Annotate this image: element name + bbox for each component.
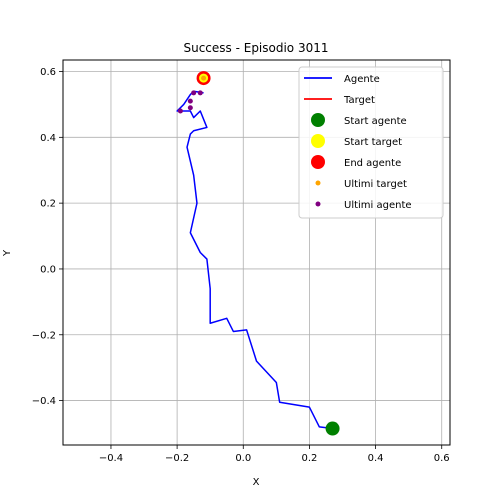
y-tick-label: 0.0 <box>40 264 56 275</box>
x-tick-label: 0.0 <box>235 453 251 464</box>
plot-data <box>176 71 340 436</box>
x-tick-label: −0.4 <box>99 453 123 464</box>
x-axis-label: X <box>253 477 260 488</box>
x-tick-label: −0.2 <box>165 453 189 464</box>
last-agent-point <box>191 90 197 96</box>
legend: Agente Target Start agente Start target End … <box>298 66 444 219</box>
start-agent-marker <box>325 421 340 436</box>
legend-label-ultimi-target: Ultimi target <box>344 179 407 190</box>
x-tick-label: 0.6 <box>434 453 450 464</box>
legend-label-start-agente: Start agente <box>344 116 407 127</box>
last-agent-point <box>197 90 203 96</box>
y-axis-label: Y <box>2 249 13 257</box>
plot-frame <box>62 59 451 446</box>
legend-label-start-target: Start target <box>344 137 402 148</box>
y-tick-label: −0.2 <box>32 330 56 341</box>
legend-label-ultimi-agente: Ultimi agente <box>344 200 412 211</box>
legend-handle-start-agente <box>311 113 325 127</box>
legend-handle-ultimi-agente <box>315 201 321 207</box>
last-agent-point <box>187 105 193 111</box>
last-agent-point <box>177 108 183 114</box>
x-tick-label: 0.4 <box>368 453 384 464</box>
last-target-point <box>201 75 207 81</box>
legend-label-agente: Agente <box>344 74 380 85</box>
y-tick-label: 0.2 <box>40 199 56 210</box>
legend-box <box>298 66 444 219</box>
chart-title: Success - Episodio 3011 <box>183 41 328 55</box>
legend-handle-end-agente <box>311 155 325 169</box>
last-agent-point <box>187 98 193 104</box>
agent-path <box>176 90 333 430</box>
legend-label-end-agente: End agente <box>344 158 401 169</box>
ticks: −0.4 −0.2 0.0 0.2 0.4 0.6 −0.4 −0.2 0.0 0.2 0.4 0.6 <box>32 67 450 464</box>
legend-handle-ultimi-target <box>315 180 321 186</box>
y-tick-label: 0.4 <box>40 133 56 144</box>
x-tick-label: 0.2 <box>301 453 317 464</box>
y-tick-label: 0.6 <box>40 67 56 78</box>
y-tick-label: −0.4 <box>32 396 56 407</box>
legend-handle-start-target <box>311 134 325 148</box>
legend-label-target: Target <box>343 95 375 106</box>
